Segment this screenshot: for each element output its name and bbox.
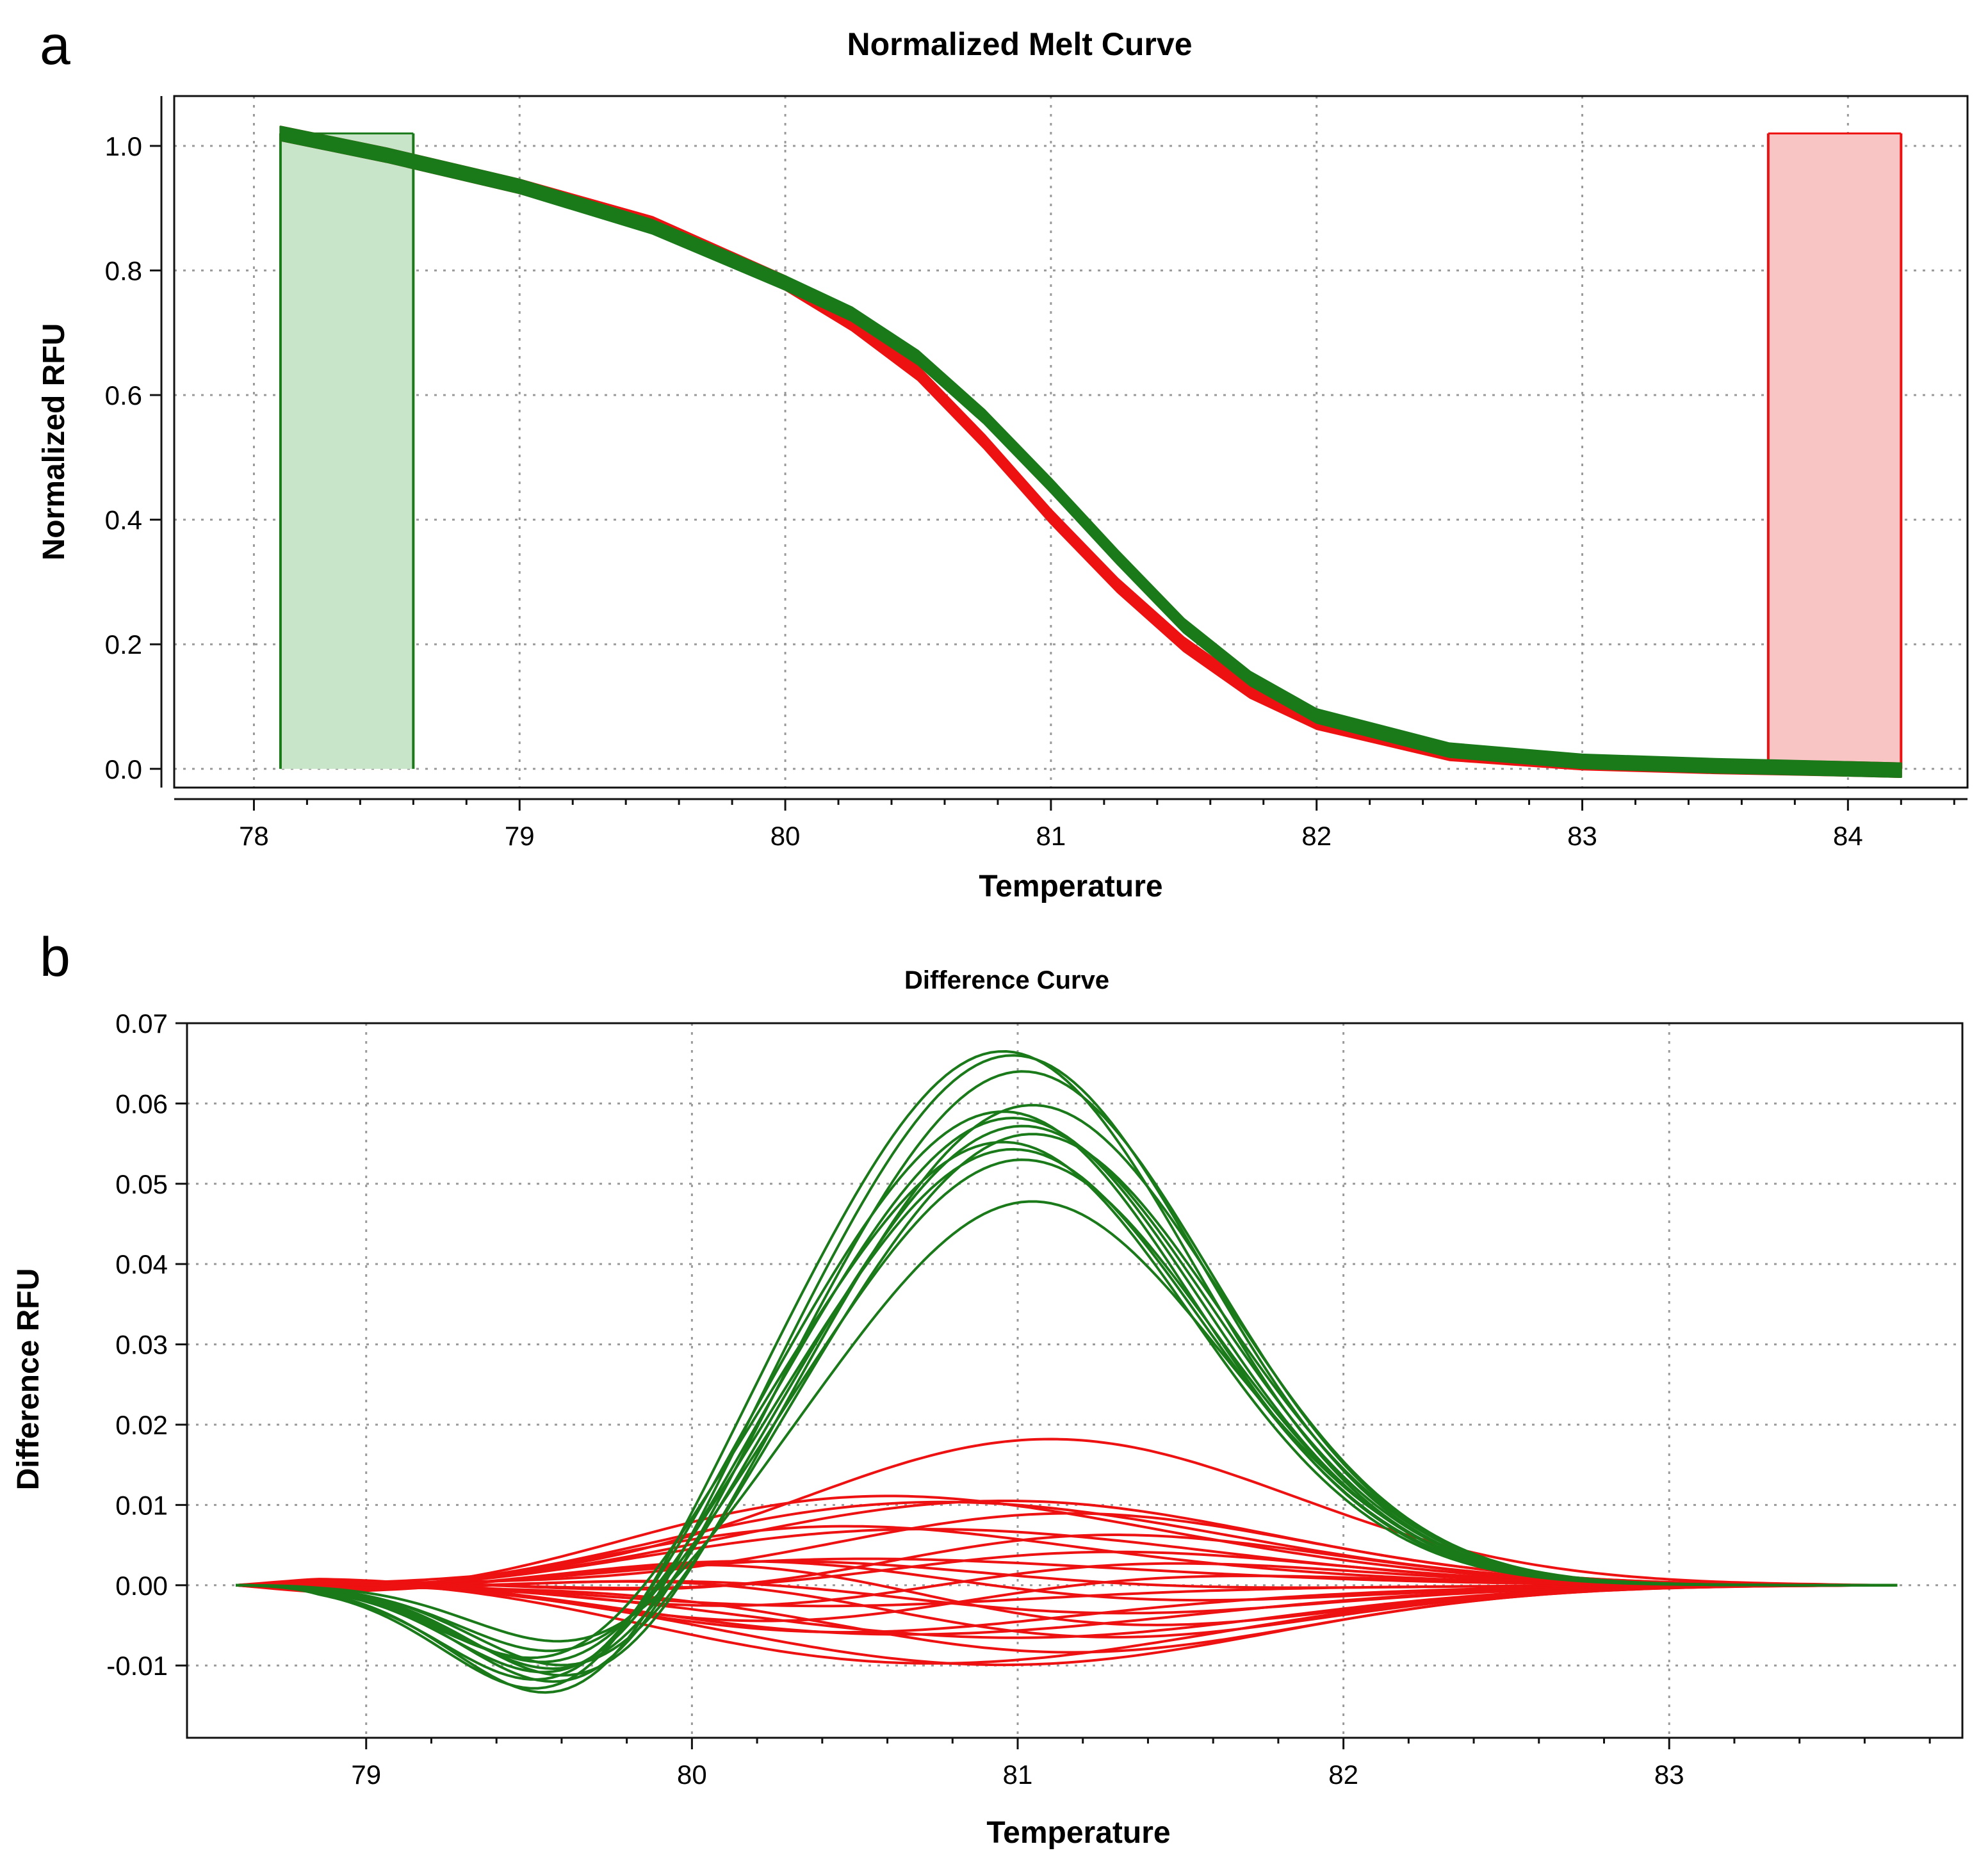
panel-b-y-tick-label: -0.01 bbox=[106, 1651, 168, 1681]
region-post-melt bbox=[1768, 133, 1902, 769]
panel-a-y-axis-label: Normalized RFU bbox=[37, 323, 71, 561]
panel-b-y-tick-label: 0.05 bbox=[115, 1169, 168, 1199]
series-green-group bbox=[279, 125, 1902, 778]
panel-a-x-tick-label: 83 bbox=[1567, 821, 1597, 851]
panel-b: b Difference Curve 79 80 81 82 83 -0.01 0.00 0… bbox=[12, 927, 1964, 1850]
panel-a-gridlines bbox=[174, 96, 1968, 788]
panel-a-y-tick-label: 0.6 bbox=[105, 380, 142, 410]
panel-a-y-ticks: 0.0 0.2 0.4 0.6 0.8 1.0 bbox=[105, 131, 161, 784]
panel-b-x-tick-label: 82 bbox=[1328, 1760, 1358, 1790]
panel-b-x-axis-label: Temperature bbox=[986, 1816, 1170, 1850]
panel-a-regions bbox=[279, 132, 1903, 769]
panel-a-letter: a bbox=[40, 15, 70, 76]
panel-a-x-tick-label: 78 bbox=[239, 821, 269, 851]
panel-b-x-tick-label: 80 bbox=[677, 1760, 707, 1790]
series-band bbox=[279, 125, 1902, 778]
panel-a-x-tick-label: 84 bbox=[1833, 821, 1863, 851]
red-difference-curve bbox=[236, 1582, 1898, 1667]
green-difference-curve bbox=[236, 1200, 1898, 1643]
series-green-group bbox=[236, 1050, 1898, 1694]
panel-b-y-ticks: -0.01 0.00 0.01 0.02 0.03 0.04 0.05 0.06 0.07 bbox=[106, 1008, 187, 1681]
panel-a-x-axis-label: Temperature bbox=[979, 870, 1162, 903]
panel-b-y-tick-label: 0.02 bbox=[115, 1410, 168, 1440]
panel-a: a Normalized Melt Curve 78 79 80 81 82 83 84 0… bbox=[37, 15, 1969, 903]
panel-a-x-ticks: 78 79 80 81 82 83 84 bbox=[239, 799, 1955, 851]
panel-b-y-tick-label: 0.01 bbox=[115, 1490, 168, 1520]
region-pre-melt bbox=[280, 133, 414, 769]
panel-b-y-tick-label: 0.07 bbox=[115, 1008, 168, 1039]
series-red-group bbox=[236, 1437, 1898, 1667]
panel-a-y-tick-label: 0.2 bbox=[105, 629, 142, 660]
panel-b-y-tick-label: 0.00 bbox=[115, 1571, 168, 1601]
panel-a-x-tick-label: 82 bbox=[1301, 821, 1332, 851]
panel-b-y-tick-label: 0.04 bbox=[115, 1249, 168, 1279]
panel-a-x-tick-label: 79 bbox=[505, 821, 535, 851]
panel-b-y-tick-label: 0.03 bbox=[115, 1330, 168, 1360]
panel-a-y-tick-label: 1.0 bbox=[105, 131, 142, 161]
panel-b-x-tick-label: 83 bbox=[1654, 1760, 1684, 1790]
panel-b-x-tick-label: 81 bbox=[1003, 1760, 1033, 1790]
panel-a-plot-frame bbox=[173, 95, 1969, 789]
panel-b-title: Difference Curve bbox=[904, 966, 1109, 994]
panel-b-series bbox=[236, 1050, 1898, 1694]
panel-b-x-ticks: 79 80 81 82 83 bbox=[351, 1738, 1931, 1790]
series-red-group bbox=[279, 125, 1902, 778]
panel-a-title: Normalized Melt Curve bbox=[847, 26, 1192, 62]
panel-b-x-tick-label: 79 bbox=[351, 1760, 381, 1790]
series-band bbox=[279, 125, 1902, 778]
panel-b-letter: b bbox=[40, 927, 70, 988]
panel-a-y-tick-label: 0.4 bbox=[105, 505, 142, 535]
panel-a-y-tick-label: 0.0 bbox=[105, 754, 142, 784]
panel-b-y-axis-label: Difference RFU bbox=[12, 1268, 45, 1491]
panel-a-x-tick-label: 81 bbox=[1036, 821, 1066, 851]
panel-a-y-tick-label: 0.8 bbox=[105, 255, 142, 286]
panel-a-series bbox=[279, 125, 1902, 778]
panel-a-x-tick-label: 80 bbox=[770, 821, 801, 851]
panel-b-y-tick-label: 0.06 bbox=[115, 1089, 168, 1119]
